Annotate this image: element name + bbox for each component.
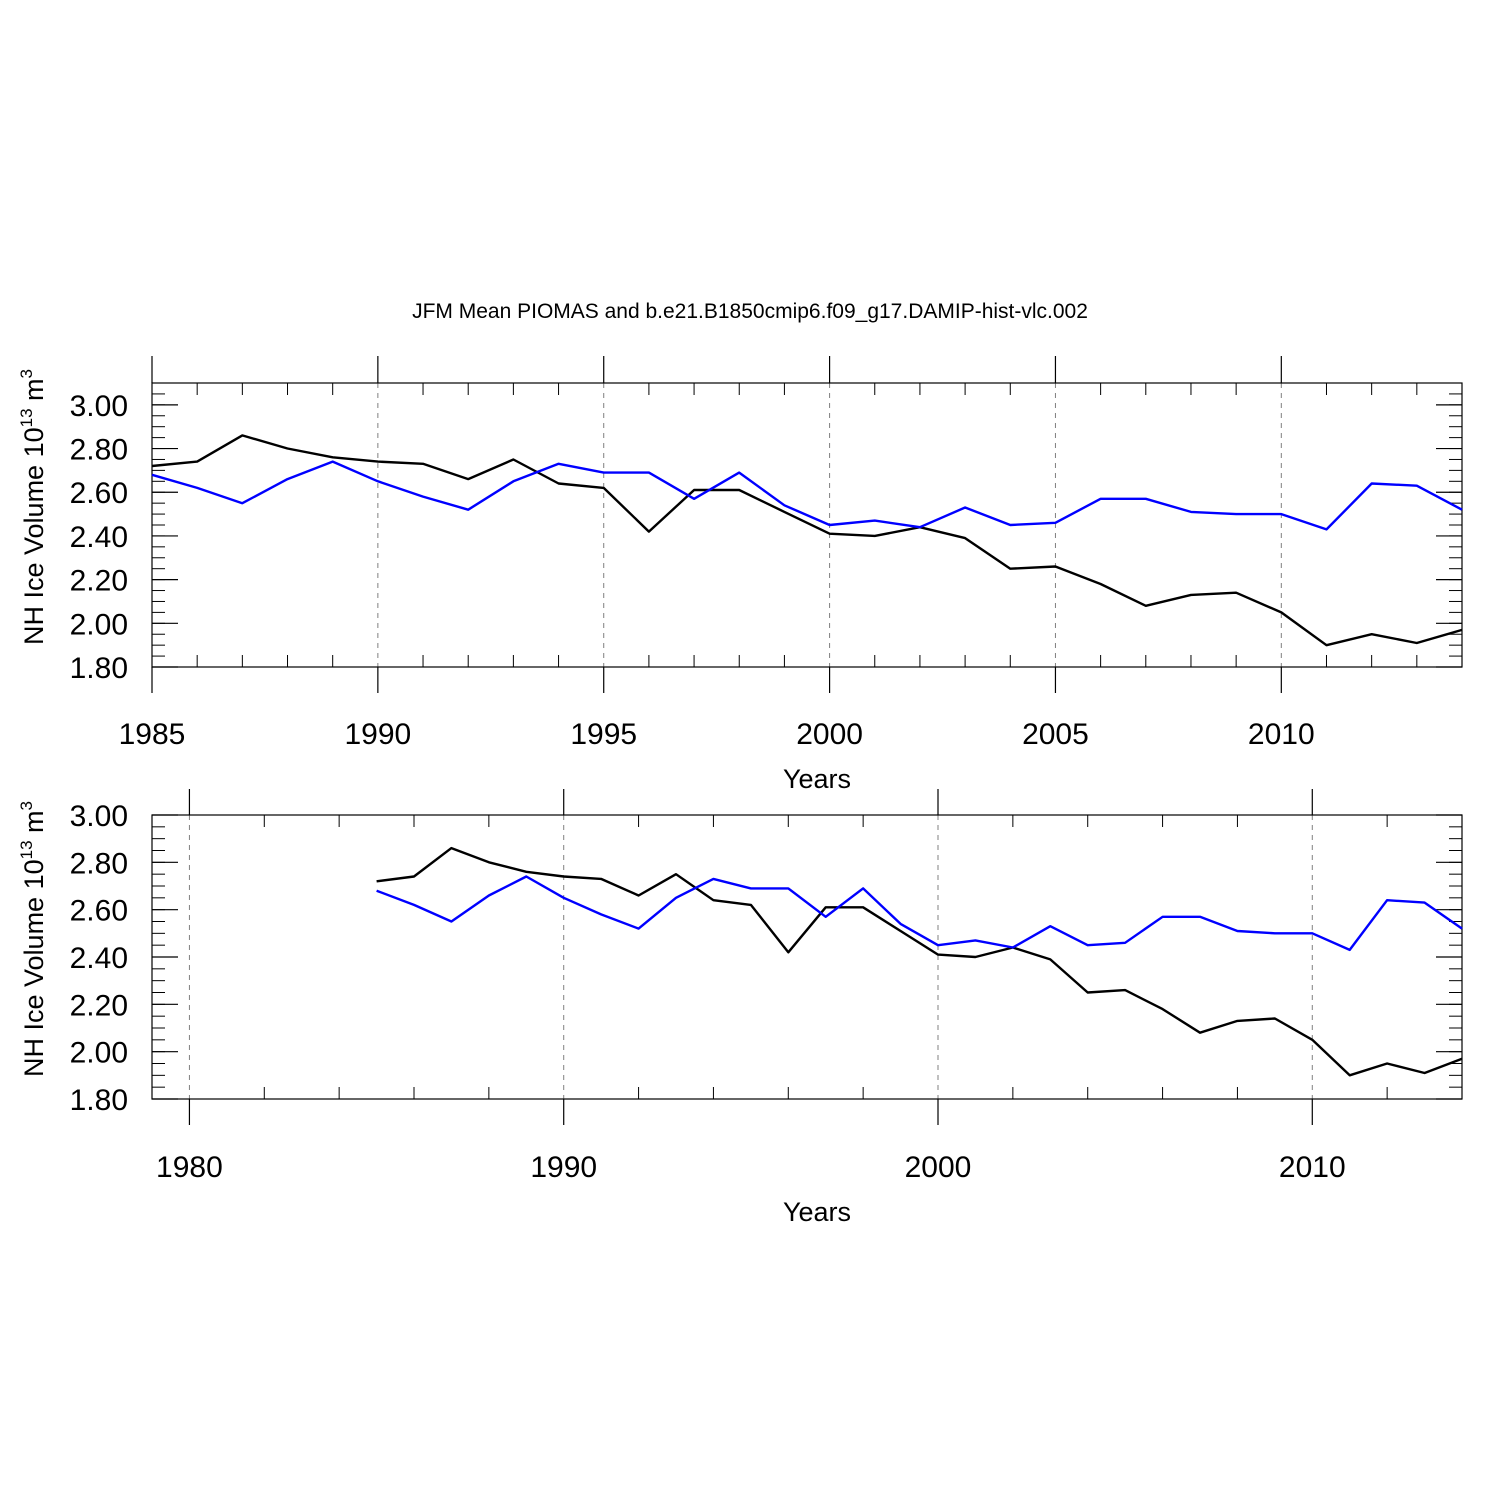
series-line-black [376,846,1463,1077]
x-tick-label: 1985 [119,718,186,751]
y-tick-label: 2.80 [70,434,128,467]
y-tick-label: 3.00 [70,800,128,833]
y-tick-label: 2.00 [70,1037,128,1070]
x-tick-label: 2000 [905,1151,972,1184]
bottom-panel: 1980 1990 2000 2010 1.80 2.00 2.20 2.40 2.60 2.80… [17,789,1463,1227]
y-axis-title: NH Ice Volume 1013 m3 [17,801,49,1077]
y-tick-label: 2.00 [70,608,128,641]
x-axis-title: Years [783,764,851,794]
series-line-black [151,434,1463,647]
x-tick-label: 2005 [1022,718,1089,751]
y-tick-label: 2.20 [70,989,128,1022]
plot-frame [151,814,1463,1100]
x-tick-label: 1990 [530,1151,597,1184]
x-tick-label: 1995 [570,718,637,751]
x-axis-title: Years [783,1197,851,1227]
series-line-blue [151,460,1463,531]
y-tick-label: 1.80 [70,1084,128,1117]
x-tick-label: 1980 [156,1151,223,1184]
y-axis-title: NH Ice Volume 1013 m3 [17,369,49,645]
y-tick-label: 2.40 [70,521,128,554]
y-tick-label: 3.00 [70,390,128,423]
y-tick-label: 2.20 [70,565,128,598]
y-tick-label: 2.80 [70,847,128,880]
y-tick-label: 1.80 [70,652,128,685]
plot-frame [151,382,1463,668]
top-panel: 1985 1990 1995 2000 2005 2010 1.80 2.00 2.20 2.40… [17,356,1463,794]
x-tick-label: 2000 [796,718,863,751]
y-tick-label: 2.60 [70,477,128,510]
x-tick-label: 2010 [1279,1151,1346,1184]
y-tick-label: 2.40 [70,942,128,975]
series-line-blue [376,875,1463,952]
x-tick-label: 1990 [344,718,411,751]
y-tick-label: 2.60 [70,895,128,928]
x-tick-label: 2010 [1248,718,1315,751]
chart-title: JFM Mean PIOMAS and b.e21.B1850cmip6.f09… [412,300,1088,323]
